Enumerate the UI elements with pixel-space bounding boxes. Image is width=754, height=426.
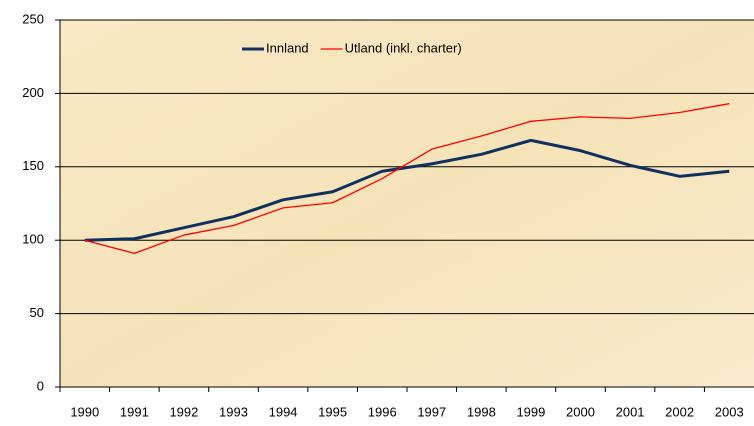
series-line [84,103,730,255]
legend-label: Innland [266,40,309,55]
x-tick-label: 2002 [665,404,694,419]
y-tick-label: 50 [30,305,44,320]
x-tick-label: 2000 [566,404,595,419]
x-tick-label: 1992 [169,404,198,419]
legend-label: Utland (inkl. charter) [345,40,462,55]
x-tick-label: 1994 [269,404,298,419]
x-tick-label: 1995 [318,404,347,419]
x-tick-label: 2001 [616,404,645,419]
y-tick-label: 100 [22,232,44,247]
x-tick-label: 1998 [467,404,496,419]
x-tick-label: 1999 [516,404,545,419]
x-tick-label: 2003 [715,404,744,419]
y-tick-label: 0 [37,378,44,393]
series-line [84,138,730,242]
plot-area [60,20,754,387]
x-tick-label: 1990 [70,404,99,419]
x-tick-label: 1991 [120,404,149,419]
y-tick-label: 150 [22,158,44,173]
x-tick-label: 1993 [219,404,248,419]
y-tick-label: 250 [22,11,44,26]
x-tick-label: 1997 [417,404,446,419]
y-tick-label: 200 [22,85,44,100]
x-tick-label: 1996 [368,404,397,419]
